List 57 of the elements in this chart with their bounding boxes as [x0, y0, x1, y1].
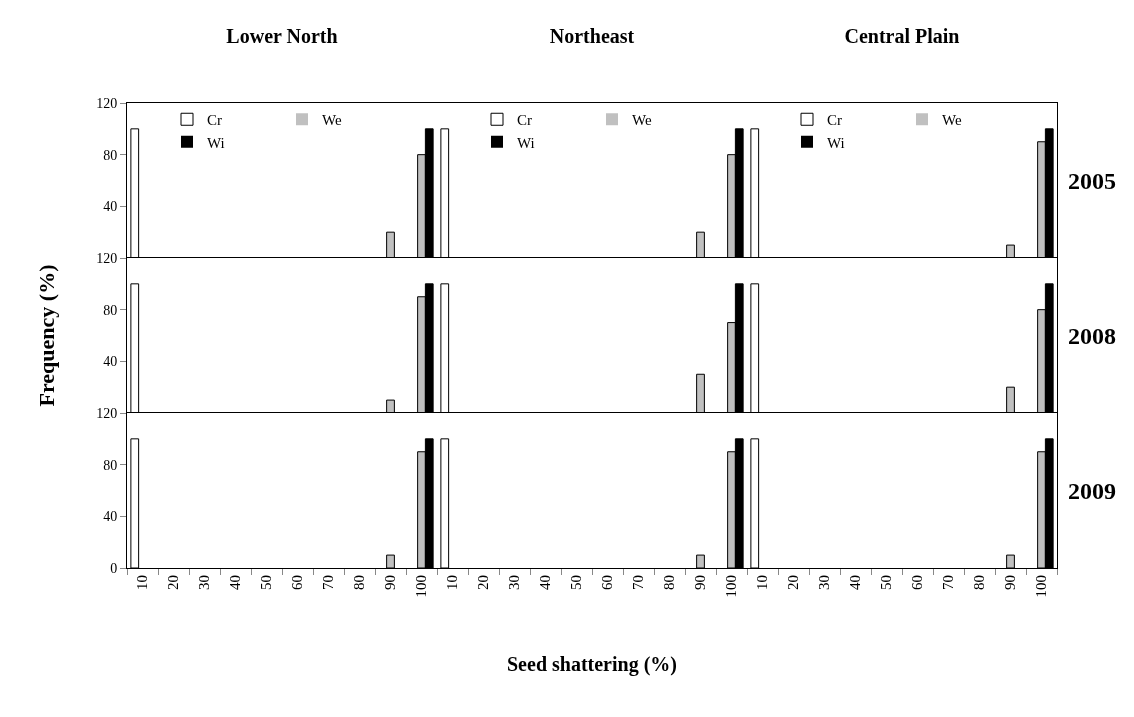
- x-axis-title: Seed shattering (%): [507, 653, 677, 676]
- x-tick-label: 20: [165, 575, 182, 590]
- y-tick-label: 120: [96, 405, 118, 421]
- x-tick-label: 100: [723, 575, 740, 598]
- x-tick-label: 80: [351, 575, 368, 590]
- legend-label: We: [322, 112, 342, 129]
- x-tick-label: 60: [909, 575, 926, 590]
- y-tick-label: 40: [103, 199, 118, 215]
- y-tick-label: 80: [103, 457, 118, 473]
- x-tick-label: 80: [971, 575, 988, 590]
- x-tick-label: 30: [196, 575, 213, 590]
- x-tick-label: 100: [413, 575, 430, 598]
- text: 2005: [1068, 168, 1116, 194]
- text: 2008: [1068, 323, 1116, 349]
- y-tick-label: 80: [103, 147, 118, 163]
- x-tick-label: 50: [258, 575, 275, 590]
- x-tick-label: 60: [599, 575, 616, 590]
- x-tick-label: 80: [661, 575, 678, 590]
- x-tick-label: 100: [1033, 575, 1050, 598]
- x-tick-label: 90: [382, 575, 399, 590]
- x-tick-label: 70: [320, 575, 337, 590]
- x-tick-label: 20: [785, 575, 802, 590]
- x-tick-label: 40: [847, 575, 864, 590]
- x-tick-label: 90: [692, 575, 709, 590]
- x-tick-label: 90: [1002, 575, 1019, 590]
- x-tick-label: 40: [227, 575, 244, 590]
- x-tick-label: 10: [444, 575, 461, 590]
- y-axis-title: Frequency (%): [34, 264, 59, 407]
- x-tick-label: 30: [816, 575, 833, 590]
- x-tick-label: 60: [289, 575, 306, 590]
- legend-label: Cr: [517, 112, 532, 129]
- y-tick-label: 120: [96, 250, 118, 266]
- chart-title: Central Plain: [844, 25, 960, 47]
- y-tick-label: 120: [96, 95, 118, 111]
- legend-label: Wi: [517, 134, 535, 151]
- x-tick-label: 70: [940, 575, 957, 590]
- x-tick-label: 70: [630, 575, 647, 590]
- y-tick-label: 40: [103, 509, 118, 525]
- legend-label: Wi: [827, 134, 845, 151]
- legend-label: We: [632, 112, 652, 129]
- legend-label: Wi: [207, 134, 225, 151]
- x-tick-label: 10: [754, 575, 771, 590]
- x-tick-label: 30: [506, 575, 523, 590]
- x-tick-label: 20: [475, 575, 492, 590]
- legend-label: Cr: [207, 112, 222, 129]
- x-tick-label: 40: [537, 575, 554, 590]
- legend-label: We: [942, 112, 962, 129]
- x-tick-label: 50: [568, 575, 585, 590]
- x-tick-label: 10: [134, 575, 151, 590]
- chart-title: Northeast: [549, 25, 635, 47]
- y-tick-label: 80: [103, 302, 118, 318]
- y-tick-label: 0: [110, 560, 118, 576]
- chart-title: Lower North: [226, 25, 338, 47]
- x-tick-label: 50: [878, 575, 895, 590]
- y-tick-label: 40: [103, 354, 118, 370]
- legend-label: Cr: [827, 112, 842, 129]
- text: 2009: [1068, 478, 1116, 504]
